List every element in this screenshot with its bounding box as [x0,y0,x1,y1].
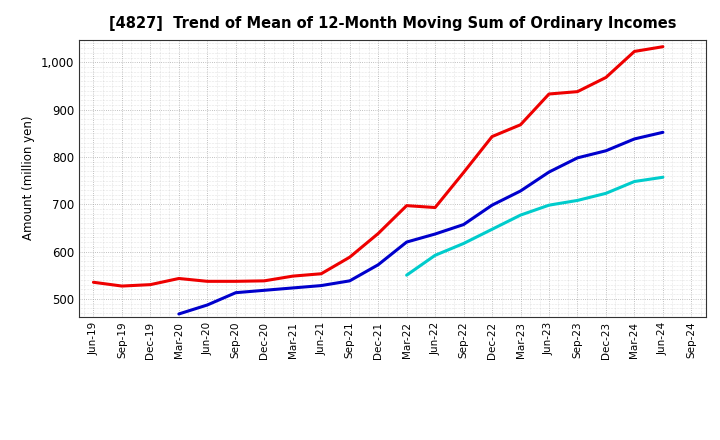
Y-axis label: Amount (million yen): Amount (million yen) [22,116,35,240]
Title: [4827]  Trend of Mean of 12-Month Moving Sum of Ordinary Incomes: [4827] Trend of Mean of 12-Month Moving … [109,16,676,32]
